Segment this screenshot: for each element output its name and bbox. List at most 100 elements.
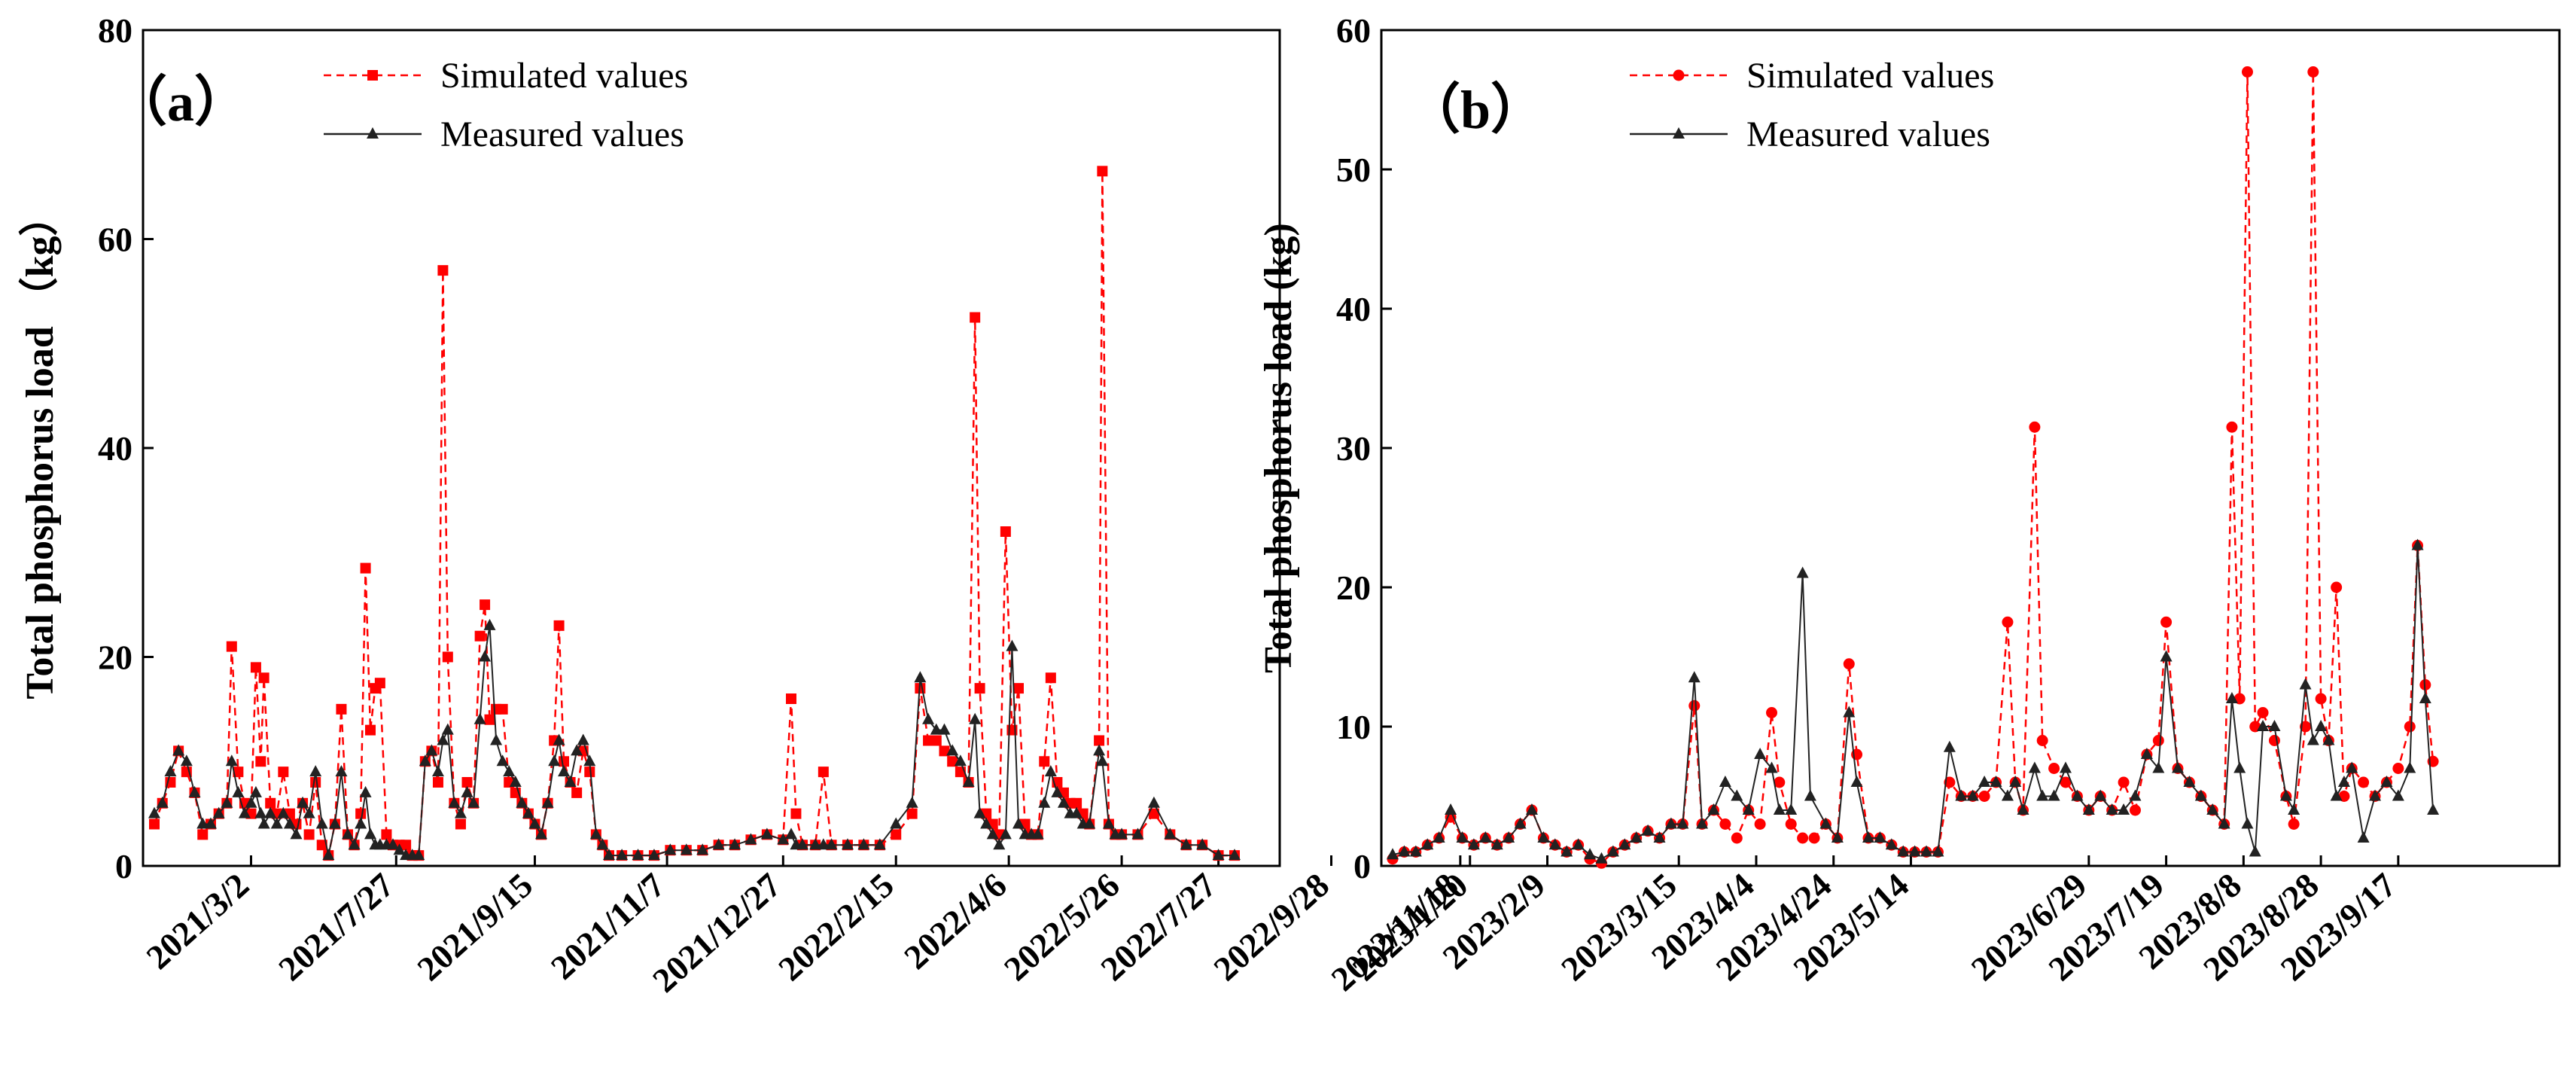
simulated-point	[2315, 693, 2327, 705]
simulated-point	[432, 777, 443, 788]
measured-point	[1773, 803, 1786, 815]
y-tick-label: 60	[1336, 11, 1371, 50]
measured-point	[522, 806, 534, 818]
measured-point	[2094, 789, 2107, 801]
simulated-point	[336, 703, 347, 715]
measured-point	[441, 723, 454, 735]
simulated-point	[310, 777, 321, 788]
measured-point	[448, 796, 461, 808]
measured-point	[680, 843, 693, 855]
simulated-point	[786, 693, 797, 704]
y-tick-label: 80	[98, 11, 132, 50]
simulated-point	[233, 767, 244, 778]
x-tick-label: 2022/2/15	[771, 866, 901, 989]
measured-point	[2233, 761, 2246, 773]
measured-point	[1850, 776, 1863, 787]
simulated-point	[2358, 776, 2370, 788]
simulated-point	[1013, 683, 1024, 694]
simulated-point	[1000, 526, 1011, 537]
measured-point	[2183, 776, 2196, 787]
measured-point	[212, 806, 225, 818]
measured-point	[359, 785, 372, 797]
measured-point	[1479, 831, 1492, 843]
measured-point	[2152, 761, 2165, 773]
measured-point	[564, 776, 577, 787]
measured-point	[221, 796, 233, 808]
measured-point	[503, 765, 516, 777]
measured-point	[1445, 803, 1457, 815]
measured-point	[1051, 785, 1064, 797]
simulated-point	[930, 735, 942, 746]
simulated-point	[939, 745, 950, 757]
measured-point	[664, 843, 677, 855]
measured-point	[553, 733, 565, 745]
measured-point	[1978, 776, 1991, 787]
measured-point	[290, 828, 303, 840]
simulated-point	[250, 662, 261, 673]
measured-point	[2330, 789, 2343, 801]
panel-label: （b）	[1406, 80, 1545, 140]
measured-point	[1147, 796, 1160, 808]
measured-point	[906, 796, 918, 808]
measured-point	[890, 817, 903, 829]
simulated-point	[381, 829, 392, 840]
measured-point	[172, 744, 185, 756]
simulated-point	[2300, 721, 2312, 733]
measured-point	[548, 754, 561, 767]
measured-point	[204, 817, 217, 829]
measured-point	[2369, 789, 2382, 801]
measured-point	[930, 723, 942, 735]
measured-point	[2346, 761, 2358, 773]
measured-point	[1653, 831, 1666, 843]
measured-point	[479, 650, 492, 662]
measured-point	[1164, 828, 1177, 840]
simulated-point	[1097, 166, 1108, 177]
simulated-point	[461, 777, 473, 788]
measured-point	[1093, 744, 1106, 756]
measured-point	[632, 849, 644, 861]
measured-point	[355, 817, 367, 829]
measured-point	[616, 849, 629, 861]
measured-point	[2194, 789, 2207, 801]
measured-point	[1831, 831, 1844, 843]
measured-point	[386, 838, 399, 850]
measured-point	[1548, 838, 1561, 850]
measured-point	[225, 754, 238, 767]
y-tick-label: 20	[1336, 568, 1371, 607]
measured-point	[1012, 817, 1025, 829]
measured-point	[993, 838, 1006, 850]
measured-point	[1874, 831, 1886, 843]
measured-point	[2009, 776, 2022, 787]
simulated-point	[360, 562, 371, 574]
simulated-point	[2257, 707, 2269, 718]
measured-point	[2279, 789, 2292, 801]
measured-point	[254, 806, 267, 818]
measured-point	[1630, 831, 1643, 843]
measured-point	[257, 817, 270, 829]
measured-point	[2206, 803, 2219, 815]
simulated-point	[1808, 832, 1820, 844]
simulated-point	[2036, 735, 2048, 746]
simulated-point	[2060, 776, 2072, 788]
simulated-point	[255, 756, 266, 767]
measured-point	[2082, 803, 2095, 815]
measured-point	[969, 712, 982, 724]
measured-point	[2288, 803, 2300, 815]
y-axis-title: Total phosphorus load （kg）	[18, 197, 62, 699]
simulated-point	[1039, 756, 1050, 767]
measured-point	[796, 838, 808, 850]
measured-point	[2299, 678, 2312, 690]
simulated-point	[365, 724, 376, 736]
measured-point	[1229, 849, 1241, 861]
measured-point	[1606, 845, 1619, 857]
measured-point	[1765, 761, 1778, 773]
measured-point	[973, 806, 986, 818]
measured-point	[516, 796, 528, 808]
simulated-point	[442, 651, 453, 663]
measured-point	[1031, 828, 1044, 840]
simulated-point	[258, 672, 269, 684]
measured-point	[264, 806, 277, 818]
measured-point	[2404, 761, 2416, 773]
measured-point	[1514, 817, 1527, 829]
measured-point	[1006, 639, 1019, 651]
